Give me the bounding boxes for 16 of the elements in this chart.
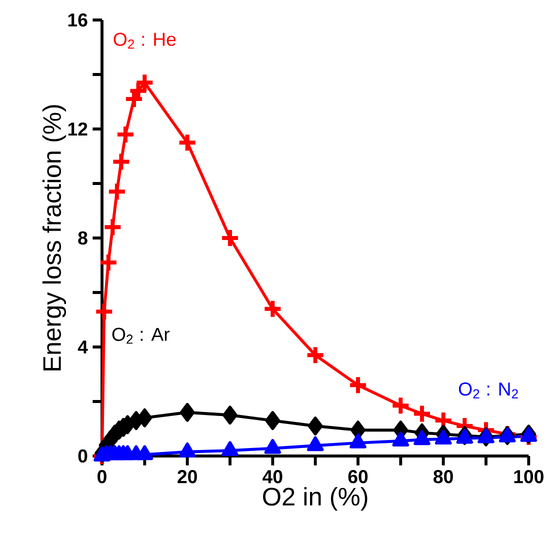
x-tick-label: 80 [434,470,453,484]
y-tick-label: 12 [68,122,88,136]
y-axis-title: Energy loss fraction (%) [42,105,66,370]
text: O$_{2}$ : Ar [112,328,170,344]
series-label: O$_{2}$ : N$_{2}$ [458,382,518,398]
y-tick-label: 0 [78,449,88,463]
series-label: O$_{2}$ : He [114,32,176,49]
x-axis-title: O2 in (%) [263,487,368,511]
x-tick-label: 20 [178,470,197,484]
y-tick-label: 16 [68,13,88,27]
y-tick-label: 8 [78,231,88,245]
x-tick-label: 100 [514,470,544,484]
x-tick-label: 0 [98,470,106,484]
y-tick-label: 4 [78,340,88,354]
x-tick-label: 60 [348,470,368,484]
x-tick-label: 40 [262,470,282,484]
